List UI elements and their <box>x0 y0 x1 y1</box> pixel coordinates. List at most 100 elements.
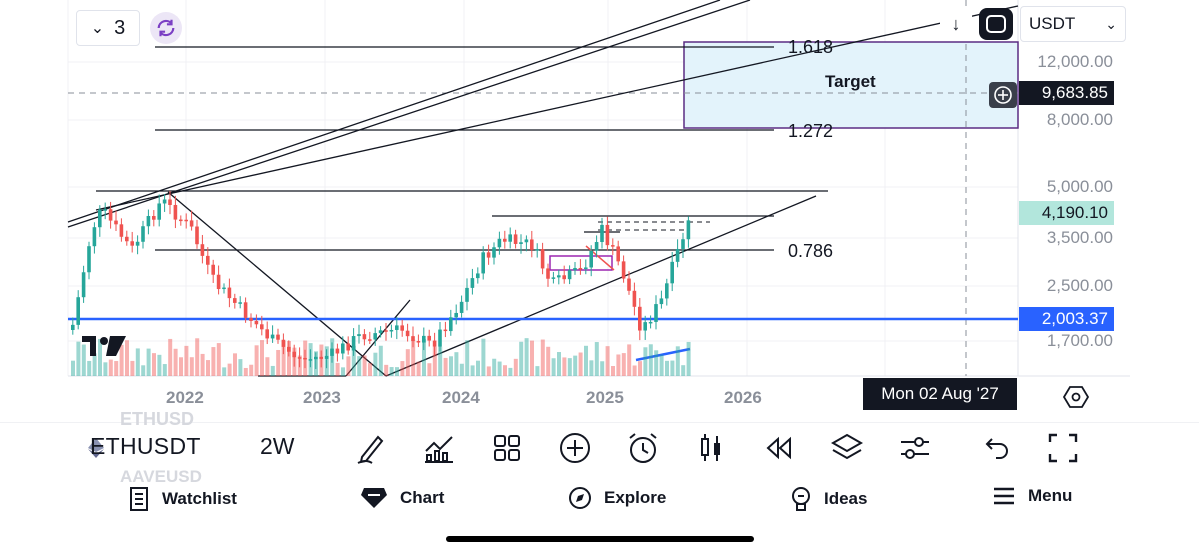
interval-count-button[interactable]: ⌄ 3 <box>76 10 140 46</box>
eth-logo-icon <box>88 438 104 458</box>
undo-icon[interactable] <box>978 431 1012 465</box>
volume-bar <box>378 345 383 376</box>
add-alert-button[interactable] <box>989 82 1017 108</box>
candle-body <box>654 304 658 322</box>
trend-line-3 <box>95 5 1019 211</box>
volume-bar <box>276 349 281 376</box>
volume-bar <box>135 348 140 376</box>
nav-ideas-label: Ideas <box>824 489 868 508</box>
candle-body <box>638 306 642 331</box>
volume-bar <box>659 354 664 376</box>
nav-ideas[interactable]: Ideas <box>790 486 867 512</box>
target-label: Target <box>825 72 876 91</box>
candle-body <box>578 267 583 270</box>
volume-bar <box>519 341 524 376</box>
candle-body <box>216 274 221 290</box>
sliders-icon[interactable] <box>898 431 932 465</box>
volume-bar <box>643 347 648 376</box>
volume-bar <box>486 366 491 376</box>
indicators-icon[interactable] <box>422 431 456 465</box>
candle-body <box>384 330 388 332</box>
interval-count: 3 <box>114 16 126 39</box>
candle-body <box>670 261 674 284</box>
candle-body <box>681 239 685 249</box>
nav-explore[interactable]: Explore <box>568 486 666 510</box>
volume-bar <box>351 345 356 376</box>
candle-body <box>238 302 242 304</box>
nav-watchlist[interactable]: Watchlist <box>128 486 237 512</box>
price-label-1700: 1,700.00 <box>1046 331 1113 350</box>
symbol-selector[interactable]: ETHUSDT <box>90 433 201 459</box>
candle-body <box>373 333 377 340</box>
volume-bar <box>654 350 659 376</box>
candle-body <box>270 334 275 339</box>
candle-body <box>632 290 637 307</box>
volume-bar <box>195 338 200 376</box>
currency-value: USDT <box>1029 14 1076 33</box>
volume-bar <box>384 364 389 376</box>
sync-button[interactable] <box>150 12 182 44</box>
candle-body <box>287 346 291 352</box>
candle-body <box>125 236 129 242</box>
pen-drawing-icon[interactable] <box>354 431 388 465</box>
scroll-to-latest-button[interactable]: ↓ <box>940 8 972 40</box>
candles-icon[interactable] <box>694 431 728 465</box>
screenshot-button[interactable] <box>979 8 1013 40</box>
volume-bar <box>422 339 426 376</box>
replay-icon[interactable] <box>762 431 796 465</box>
candle-body <box>362 334 367 340</box>
candle-body <box>432 340 437 347</box>
candle-body <box>265 329 269 339</box>
volume-bar <box>454 352 459 376</box>
volume-bar <box>179 357 183 376</box>
layers-icon[interactable] <box>830 431 864 465</box>
currency-select[interactable]: USDT ⌄ <box>1020 6 1126 42</box>
alarm-icon[interactable] <box>626 431 660 465</box>
volume-bar <box>443 357 448 376</box>
volume-bar <box>584 345 588 376</box>
nav-menu[interactable]: Menu <box>992 486 1072 506</box>
grid-icon[interactable] <box>490 431 524 465</box>
nav-chart[interactable]: Chart <box>360 486 444 510</box>
candle-body <box>524 239 529 243</box>
candle-body <box>438 329 442 347</box>
price-label-8000: 8,000.00 <box>1046 110 1113 129</box>
candle-body <box>605 224 610 246</box>
candle-body <box>195 226 199 245</box>
candle-body <box>346 343 350 351</box>
hamburger-menu-icon <box>994 487 1014 505</box>
interval-selector[interactable]: 2W <box>260 433 295 459</box>
volume-bar <box>71 360 75 376</box>
candle-body <box>476 273 480 279</box>
volume-bar <box>173 348 178 376</box>
volume-bar <box>184 345 189 376</box>
volume-bar <box>157 354 162 376</box>
candle-body <box>470 278 475 288</box>
volume-bar <box>594 342 599 376</box>
candle-body <box>486 252 491 258</box>
candle-body <box>459 301 464 313</box>
volume-bar <box>346 356 351 376</box>
add-icon[interactable] <box>558 431 592 465</box>
candle-body <box>368 339 372 341</box>
chart-area[interactable]: ⌄ 3 ↓ USDT ⌄ 1.618 1.272 0.786 Target 12… <box>0 0 1199 420</box>
candle-body <box>616 246 620 262</box>
volume-bar <box>470 365 475 376</box>
candle-body <box>351 336 356 351</box>
candle-body <box>335 348 340 354</box>
chart-settings-button[interactable] <box>1062 384 1090 410</box>
fib-label-1618: 1.618 <box>788 37 834 57</box>
fib-label-0786: 0.786 <box>788 241 834 261</box>
price-chart[interactable] <box>0 0 1199 420</box>
line-price-tag: 2,003.37 <box>1019 307 1114 331</box>
candle-body <box>319 356 323 359</box>
fullscreen-icon[interactable] <box>1046 431 1080 465</box>
volume-bar <box>530 340 534 376</box>
candle-body <box>600 224 604 243</box>
volume-bar <box>400 361 405 376</box>
candle-body <box>584 267 588 269</box>
candle-body <box>551 277 556 279</box>
candle-body <box>243 302 248 318</box>
volume-bar <box>411 339 416 376</box>
